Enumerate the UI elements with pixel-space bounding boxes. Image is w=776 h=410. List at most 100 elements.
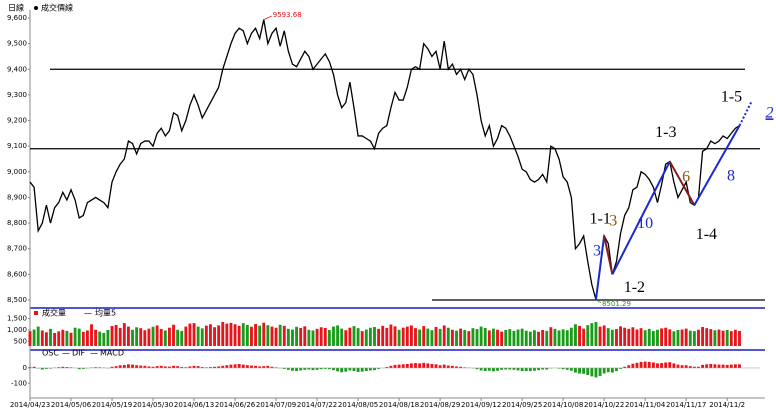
bar bbox=[701, 364, 705, 368]
bar bbox=[323, 327, 327, 346]
x-tick-label: 2014/08/05 bbox=[338, 401, 378, 409]
x-tick-label: 2014/07/22 bbox=[297, 401, 337, 409]
bar bbox=[660, 328, 664, 346]
bar bbox=[44, 367, 48, 369]
bar bbox=[598, 367, 602, 376]
trend-line bbox=[603, 235, 614, 275]
bar bbox=[446, 327, 450, 346]
bar bbox=[340, 328, 344, 346]
x-tick-label: 2014/09/12 bbox=[461, 401, 501, 409]
bar bbox=[467, 331, 471, 346]
bar bbox=[738, 330, 741, 346]
legend-label: MACD bbox=[100, 349, 124, 358]
bar bbox=[291, 367, 294, 371]
bar bbox=[516, 367, 520, 371]
bar bbox=[545, 330, 549, 346]
bar bbox=[360, 331, 364, 346]
bar bbox=[508, 329, 512, 346]
bar bbox=[578, 367, 581, 374]
bar bbox=[483, 367, 487, 372]
bar bbox=[385, 327, 389, 346]
trend-line bbox=[611, 161, 671, 275]
legend-label: DIF bbox=[72, 349, 86, 358]
bar bbox=[73, 327, 77, 346]
bar bbox=[270, 366, 274, 368]
bar bbox=[126, 364, 130, 368]
y-tick-label: 1,000 bbox=[7, 326, 27, 334]
bar bbox=[377, 328, 381, 346]
bar bbox=[184, 326, 188, 346]
bar bbox=[487, 367, 491, 371]
bar bbox=[455, 366, 458, 368]
bar bbox=[204, 367, 208, 368]
bar bbox=[286, 328, 290, 346]
bar bbox=[590, 367, 594, 377]
bar bbox=[729, 364, 733, 368]
bar bbox=[188, 323, 192, 346]
bar bbox=[77, 328, 81, 346]
bar bbox=[672, 363, 676, 368]
y-tick-label: 9,400 bbox=[7, 65, 27, 73]
bar bbox=[639, 328, 643, 346]
x-tick-label: 2014/06/26 bbox=[215, 401, 256, 409]
bar bbox=[664, 327, 668, 346]
bar bbox=[340, 367, 344, 373]
bar bbox=[311, 330, 315, 346]
bar bbox=[606, 367, 610, 373]
bar bbox=[512, 330, 516, 346]
bar bbox=[327, 367, 331, 370]
bar bbox=[69, 367, 73, 368]
bar bbox=[163, 366, 167, 368]
bar bbox=[594, 322, 598, 346]
x-tick-label: 2014/08/29 bbox=[420, 401, 460, 409]
bar bbox=[155, 325, 159, 346]
bar bbox=[684, 365, 688, 368]
bar bbox=[225, 323, 229, 346]
bar bbox=[319, 327, 323, 346]
bar bbox=[332, 326, 335, 346]
bar bbox=[303, 367, 307, 370]
bar bbox=[323, 367, 327, 369]
bar bbox=[151, 326, 155, 346]
y-tick-label: 8,900 bbox=[7, 193, 27, 201]
bar bbox=[602, 325, 606, 346]
bar bbox=[336, 325, 340, 346]
bar bbox=[295, 326, 299, 346]
legend-label: OSC bbox=[42, 349, 59, 358]
bar bbox=[69, 332, 73, 346]
bar bbox=[442, 325, 446, 346]
bar bbox=[61, 366, 65, 368]
bar bbox=[627, 365, 631, 368]
bar bbox=[635, 329, 639, 346]
bar bbox=[647, 361, 651, 368]
bar bbox=[717, 329, 721, 346]
bar bbox=[258, 366, 262, 368]
wave-annotation: 1-3 bbox=[655, 124, 676, 141]
bar bbox=[434, 327, 438, 346]
bar bbox=[574, 367, 577, 373]
bar bbox=[225, 365, 229, 368]
bar bbox=[430, 364, 434, 368]
x-tick-label: 2014/07/09 bbox=[256, 401, 296, 409]
x-tick-label: 2014/06/13 bbox=[174, 401, 214, 409]
x-tick-label: 2014/09/25 bbox=[502, 401, 542, 409]
bar bbox=[118, 365, 122, 368]
bar bbox=[582, 367, 586, 374]
bar bbox=[491, 367, 495, 372]
bar bbox=[680, 365, 684, 368]
bar bbox=[409, 325, 413, 346]
bar bbox=[360, 367, 364, 372]
bar bbox=[692, 331, 696, 346]
chart-title: 日線 bbox=[8, 3, 24, 13]
bar bbox=[401, 364, 405, 368]
bar bbox=[209, 367, 212, 368]
bar bbox=[155, 366, 159, 368]
bar bbox=[733, 364, 737, 368]
bar bbox=[738, 364, 741, 368]
bar bbox=[65, 330, 69, 346]
bar bbox=[61, 329, 65, 346]
bar bbox=[110, 325, 114, 346]
bar bbox=[278, 324, 282, 346]
bar bbox=[569, 367, 573, 371]
